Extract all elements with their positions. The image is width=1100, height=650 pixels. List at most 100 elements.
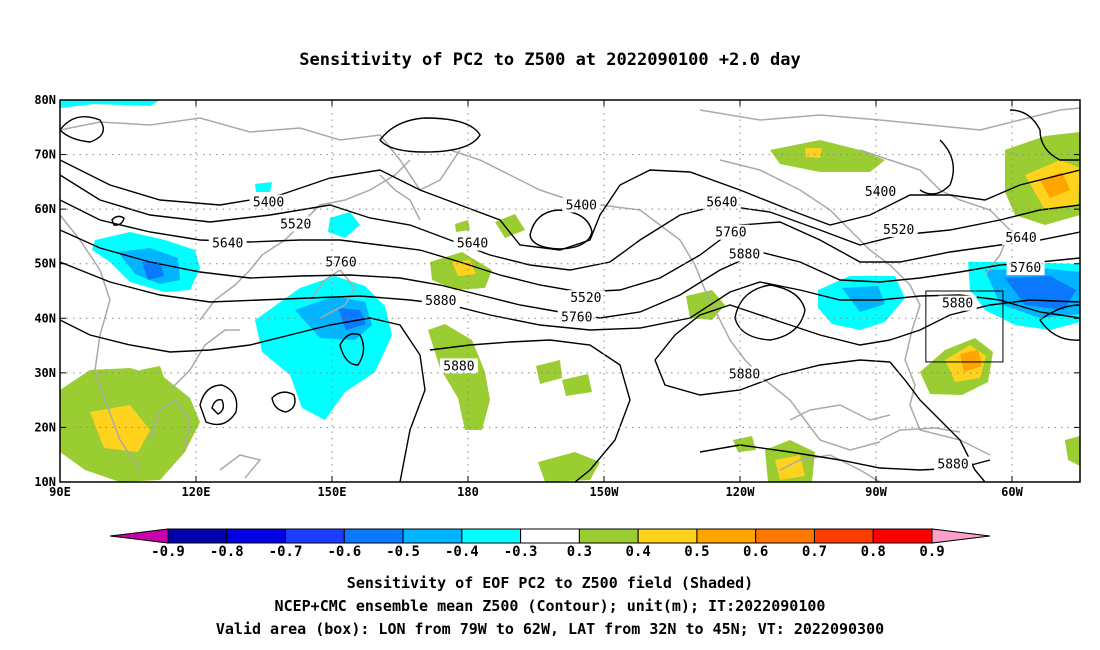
- negative-region: [842, 286, 885, 312]
- lat-label: 10N: [34, 475, 56, 489]
- colorbar-high-triangle: [931, 528, 991, 544]
- colorbar-label: -0.7: [269, 544, 303, 560]
- lon-label: 180: [457, 485, 479, 499]
- colorbar-swatch: [343, 528, 404, 544]
- contour-label: 5520: [570, 291, 601, 306]
- map-title: Sensitivity of PC2 to Z500 at 2022090100…: [299, 50, 801, 70]
- contour-label-bg: [557, 309, 596, 325]
- shaded-sensitivity-layer: [60, 100, 1080, 482]
- contour-label-bg: [934, 456, 973, 472]
- colorbar-swatch: [813, 528, 874, 544]
- colorbar-swatch: [167, 528, 228, 544]
- colorbar-label: -0.8: [210, 544, 244, 560]
- colorbar-label: -0.5: [386, 544, 420, 560]
- lat-label: 30N: [34, 366, 56, 380]
- colorbar-label: 0.5: [684, 544, 709, 560]
- contour-label-bg: [938, 295, 977, 311]
- lat-lon-grid: [60, 100, 1080, 482]
- contour-label: 5520: [883, 223, 914, 238]
- positive-region: [140, 366, 165, 384]
- negative-region: [142, 262, 164, 280]
- positive-region: [455, 220, 470, 232]
- contour-label-bg: [276, 216, 315, 232]
- positive-region: [770, 140, 885, 172]
- lon-label: 120E: [182, 485, 211, 499]
- positive-region: [686, 290, 725, 320]
- caption-line-1: Sensitivity of EOF PC2 to Z500 field (Sh…: [346, 574, 754, 592]
- lat-label: 20N: [34, 420, 56, 434]
- negative-region: [255, 182, 272, 192]
- lon-label: 120W: [726, 485, 756, 499]
- colorbar-swatch: [578, 528, 639, 544]
- colorbar-label: 0.9: [919, 544, 944, 560]
- contour-label: 5520: [280, 218, 311, 233]
- colorbar-swatch: [461, 528, 522, 544]
- contour-label: 5880: [729, 368, 760, 383]
- colorbar-label: -0.3: [504, 544, 538, 560]
- colorbar-swatch: [226, 528, 287, 544]
- lat-label: 40N: [34, 311, 56, 325]
- contour-label: 5760: [561, 310, 592, 325]
- positive-region: [805, 148, 822, 158]
- contour-label: 5880: [942, 297, 973, 312]
- negative-region: [328, 212, 360, 238]
- positive-region: [536, 360, 562, 384]
- positive-region: [1065, 436, 1080, 466]
- contour-label-bg: [421, 292, 460, 308]
- lat-label: 80N: [34, 93, 56, 107]
- contour-label: 5880: [425, 294, 456, 309]
- colorbar-label: 0.8: [861, 544, 886, 560]
- contour-label: 5880: [443, 359, 474, 374]
- coastline-layer: [60, 107, 1080, 482]
- lon-label: 90E: [49, 485, 71, 499]
- contour-label: 5880: [937, 458, 968, 473]
- contour-label-bg: [439, 358, 478, 374]
- contour-label-bg: [861, 183, 900, 199]
- contour-label-bg: [562, 197, 601, 213]
- contour-label: 5880: [729, 248, 760, 263]
- lon-label: 90W: [865, 485, 887, 499]
- contour-label: 5640: [212, 237, 243, 252]
- positive-region: [562, 374, 592, 396]
- contour-label: 5400: [865, 185, 896, 200]
- colorbar-swatch: [696, 528, 757, 544]
- lon-label: 150W: [590, 485, 620, 499]
- positive-region: [495, 214, 525, 238]
- lon-label: 60W: [1001, 485, 1023, 499]
- negative-region: [60, 100, 160, 108]
- positive-region: [428, 324, 490, 430]
- colorbar-low-triangle: [109, 528, 169, 544]
- contour-label-bg: [725, 366, 764, 382]
- colorbar-swatch: [755, 528, 815, 544]
- colorbar-label: -0.9: [151, 544, 185, 560]
- contour-label: 5640: [1005, 231, 1036, 246]
- lat-label: 60N: [34, 202, 56, 216]
- contour-label: 5640: [457, 237, 488, 252]
- contour-label: 5400: [566, 198, 597, 213]
- colorbar-swatch: [637, 528, 698, 544]
- contour-label: 5640: [706, 196, 737, 211]
- contour-label-bg: [566, 290, 605, 306]
- contour-label: 5760: [1010, 261, 1041, 276]
- colorbar-label: 0.3: [567, 544, 592, 560]
- colorbar-swatch: [402, 528, 463, 544]
- positive-region: [733, 436, 756, 452]
- contour-label-bg: [725, 246, 764, 262]
- negative-region: [338, 308, 366, 330]
- contour-label-bg: [711, 224, 750, 240]
- contour-label-bg: [322, 254, 361, 270]
- caption-line-2: NCEP+CMC ensemble mean Z500 (Contour); u…: [274, 597, 826, 615]
- contour-label-bg: [1002, 230, 1041, 246]
- contour-label-bg: [249, 194, 288, 210]
- contour-label-bg: [453, 235, 492, 251]
- colorbar-swatch: [520, 528, 580, 544]
- contour-label: 5400: [253, 196, 284, 211]
- lat-label: 50N: [34, 257, 56, 271]
- lon-label: 150E: [318, 485, 347, 499]
- colorbar-label: 0.4: [626, 544, 651, 560]
- contour-label: 5760: [715, 226, 746, 241]
- plot-frame: [59, 99, 1081, 483]
- positive-region: [90, 405, 150, 452]
